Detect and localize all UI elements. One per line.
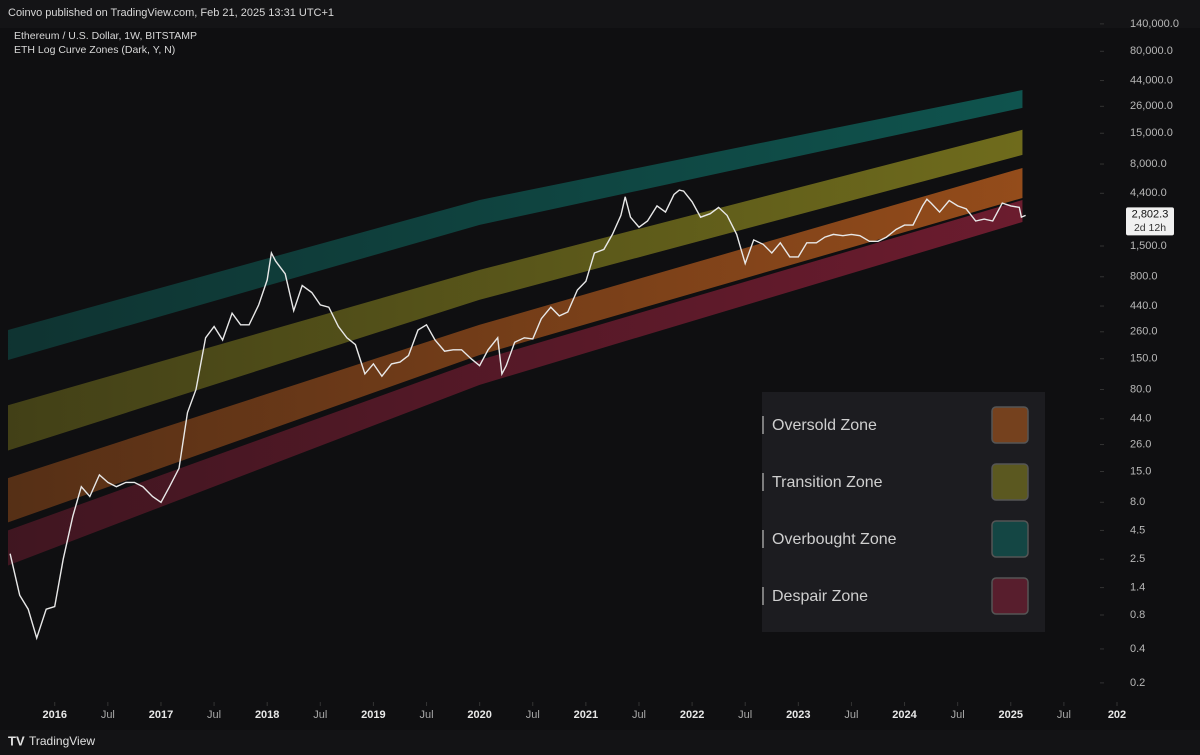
x-tick-label: Jul: [951, 709, 965, 721]
x-tick-label: 202: [1108, 709, 1126, 721]
x-tick-label: Jul: [207, 709, 221, 721]
countdown-label: 2d 12h: [1134, 222, 1166, 234]
y-tick-label: 2.5: [1130, 553, 1145, 565]
publisher: Coinvo published on TradingView.com, Feb…: [8, 7, 334, 19]
x-tick-label: Jul: [526, 709, 540, 721]
x-tick-label: 2023: [786, 709, 810, 721]
y-tick-label: 140,000.0: [1130, 18, 1179, 30]
plot: [9, 189, 1026, 641]
x-tick-label: Jul: [313, 709, 327, 721]
y-tick-label: 80.0: [1130, 383, 1151, 395]
last-price-label: 2,802.3: [1132, 208, 1169, 220]
y-tick-label: 8.0: [1130, 496, 1145, 508]
y-tick-label: 1.4: [1130, 582, 1145, 594]
y-tick-label: 0.4: [1130, 643, 1145, 655]
y-tick-label: 0.2: [1130, 677, 1145, 689]
logo: TV: [8, 733, 25, 748]
y-tick-label: 26.0: [1130, 438, 1151, 450]
chart-title: Ethereum / U.S. Dollar, 1W, BITSTAMP: [14, 30, 197, 42]
top-bar: [0, 0, 1200, 28]
legend-swatch: [991, 577, 1029, 615]
y-tick-label: 15,000.0: [1130, 127, 1173, 139]
x-tick-label: 2021: [574, 709, 598, 721]
x-tick-label: Jul: [632, 709, 646, 721]
y-tick-label: 4.5: [1130, 524, 1145, 536]
legend-swatch: [991, 406, 1029, 444]
legend-swatch: [991, 520, 1029, 558]
legend-label: Transition Zone: [772, 474, 883, 491]
x-tick-label: 2019: [361, 709, 385, 721]
y-tick-label: 80,000.0: [1130, 45, 1173, 57]
y-tick-label: 4,400.0: [1130, 187, 1167, 199]
y-tick-label: 1,500.0: [1130, 240, 1167, 252]
x-tick-label: 2025: [999, 709, 1023, 721]
zones: [8, 89, 1023, 566]
y-tick-label: 44,000.0: [1130, 74, 1173, 86]
legend: Oversold Zone Transition Zone Overbought Z…: [762, 406, 1029, 615]
y-tick-label: 440.0: [1130, 300, 1158, 312]
y-tick-label: 44.0: [1130, 413, 1151, 425]
y-tick-label: 8,000.0: [1130, 158, 1167, 170]
x-tick-label: Jul: [101, 709, 115, 721]
footer-brand: TradingView: [29, 734, 95, 748]
x-tick-label: 2024: [892, 709, 917, 721]
y-tick-label: 0.8: [1130, 609, 1145, 621]
x-tick-label: 2020: [467, 709, 491, 721]
price-line: [9, 189, 1026, 641]
y-tick-label: 26,000.0: [1130, 100, 1173, 112]
zone-band: [8, 199, 1023, 566]
x-tick-label: Jul: [738, 709, 752, 721]
y-tick-label: 260.0: [1130, 326, 1158, 338]
x-tick-label: 2016: [42, 709, 66, 721]
y-tick-label: 150.0: [1130, 353, 1158, 365]
footer-bar: [0, 730, 1200, 755]
x-tick-label: Jul: [844, 709, 858, 721]
x-tick-label: Jul: [419, 709, 433, 721]
x-tick-label: 2017: [149, 709, 173, 721]
x-tick-label: 2018: [255, 709, 279, 721]
zone-band: [8, 129, 1023, 451]
zone-band: [8, 167, 1023, 523]
y-tick-label: 800.0: [1130, 271, 1158, 283]
last-price-box: [1126, 207, 1174, 236]
axes: 140,000.0 80,000.0 44,000.0 26,000.0 15,000.…: [42, 18, 1178, 721]
legend-label: Oversold Zone: [772, 417, 877, 434]
x-tick-label: Jul: [1057, 709, 1071, 721]
y-tick-label: 15.0: [1130, 465, 1151, 477]
legend-label: Overbought Zone: [772, 531, 897, 548]
legend-swatch: [991, 463, 1029, 501]
legend-label: Despair Zone: [772, 588, 868, 605]
zone-band: [8, 89, 1023, 361]
x-tick-label: 2022: [680, 709, 704, 721]
chart-subtitle: ETH Log Curve Zones (Dark, Y, N): [14, 44, 175, 56]
